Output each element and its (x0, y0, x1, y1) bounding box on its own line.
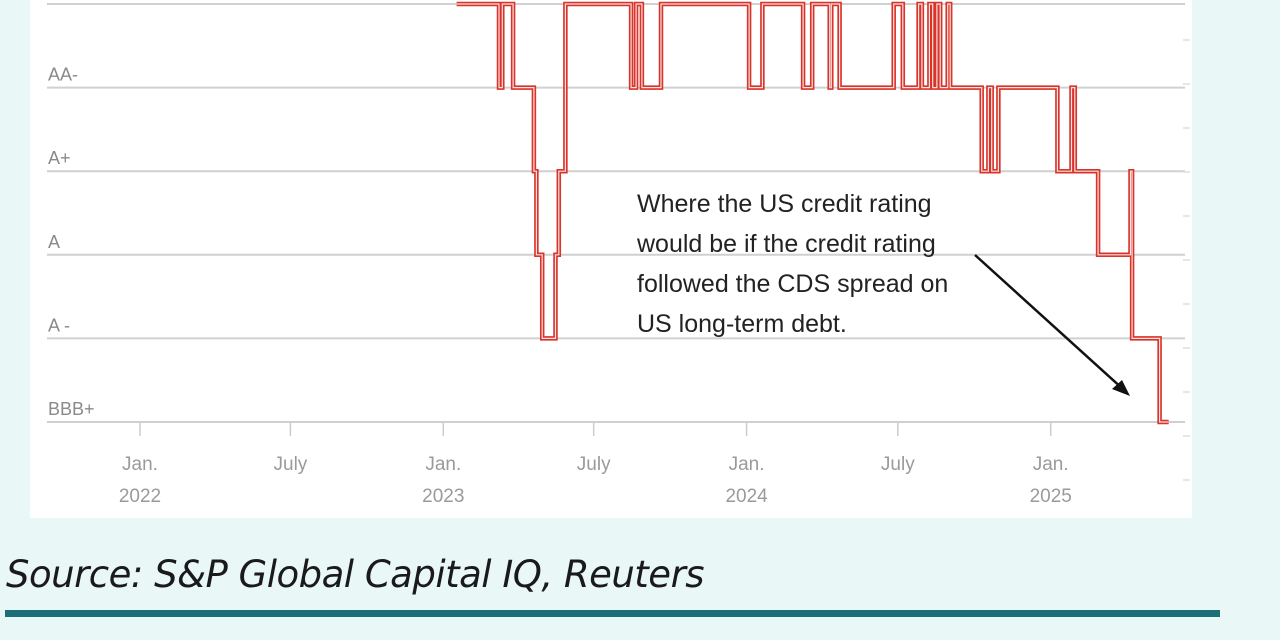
x-tick-year: 2022 (119, 486, 161, 507)
rating-step-line-inner (456, 3, 1169, 423)
x-tick-label: Jan. (729, 454, 765, 475)
source-caption: Source: S&P Global Capital IQ, Reuters (6, 553, 705, 596)
y-tick-label: AA- (48, 65, 78, 85)
x-tick-label: July (274, 454, 308, 475)
x-tick-label: Jan. (425, 454, 461, 475)
x-tick-year: 2024 (725, 486, 768, 507)
y-tick-label: AA+ (48, 0, 83, 1)
annotation-text: Where the US credit rating would be if t… (637, 190, 949, 338)
divider-rule (5, 610, 1220, 617)
y-tick-label: BBB+ (48, 399, 95, 419)
x-tick-label: July (881, 454, 915, 475)
y-tick-label: A (48, 232, 60, 252)
y-tick-label: A+ (48, 148, 71, 168)
x-tick-year: 2025 (1030, 486, 1072, 507)
y-tick-label: A - (48, 315, 70, 335)
x-tick-label: July (577, 454, 611, 475)
annotation-arrow (974, 254, 1130, 396)
x-tick-label: Jan. (1033, 454, 1069, 475)
x-tick-label: Jan. (122, 454, 158, 475)
x-tick-year: 2023 (422, 486, 464, 507)
